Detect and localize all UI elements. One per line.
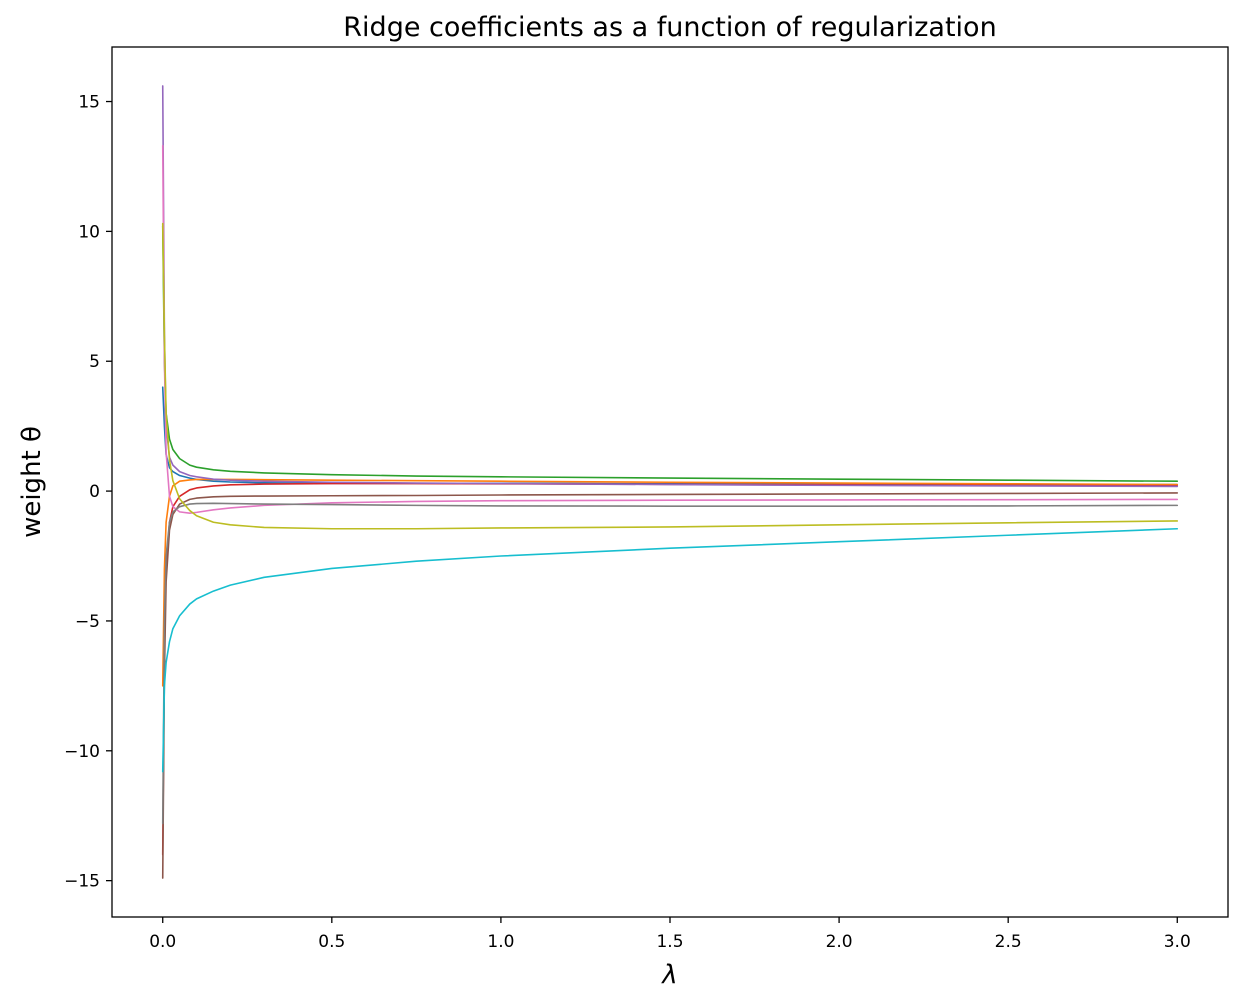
series-line-5 xyxy=(161,85,1179,488)
y-tick-label: 10 xyxy=(78,222,100,242)
y-tick-label: 15 xyxy=(78,93,100,113)
y-axis: −15 −10 −5 0 5 10 15 xyxy=(64,93,112,892)
series-line-7 xyxy=(161,144,1179,514)
y-tick-label: −15 xyxy=(64,872,100,892)
x-axis: 0.0 0.5 1.0 1.5 2.0 2.5 3.0 xyxy=(149,917,1191,952)
chart-title: Ridge coefficients as a function of regu… xyxy=(343,12,996,43)
x-tick-label: 2.0 xyxy=(826,932,853,952)
x-tick-label: 0.0 xyxy=(149,932,176,952)
series-line-8 xyxy=(161,502,1179,825)
x-tick-label: 3.0 xyxy=(1164,932,1191,952)
y-tick-label: 0 xyxy=(89,482,100,502)
y-tick-label: −10 xyxy=(64,742,100,762)
series-line-6 xyxy=(161,492,1179,879)
x-axis-label: λ xyxy=(660,960,677,990)
series-line-9 xyxy=(161,222,1179,530)
y-tick-label: 5 xyxy=(89,352,100,372)
series-layer xyxy=(161,85,1179,879)
series-line-10 xyxy=(161,527,1179,773)
x-tick-label: 0.5 xyxy=(318,932,345,952)
series-line-2 xyxy=(161,478,1179,687)
x-tick-label: 2.5 xyxy=(995,932,1022,952)
series-line-3 xyxy=(161,225,1179,483)
series-line-1 xyxy=(161,386,1179,486)
y-axis-label: weight θ xyxy=(17,426,47,538)
series-line-4 xyxy=(161,482,1179,856)
x-tick-label: 1.0 xyxy=(487,932,514,952)
y-tick-label: −5 xyxy=(75,612,100,632)
x-tick-label: 1.5 xyxy=(656,932,683,952)
